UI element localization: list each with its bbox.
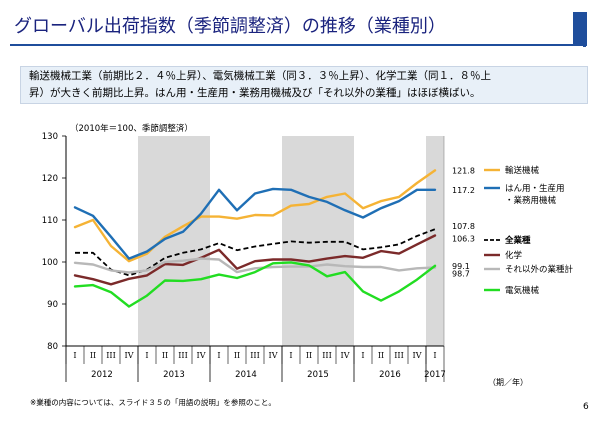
- quarter-label: I: [217, 351, 220, 360]
- y-tick-label: 80: [47, 342, 58, 352]
- quarter-label: II: [162, 351, 168, 360]
- end-label-電気機械: 99.1: [452, 262, 470, 271]
- legend-label: 化学: [505, 250, 523, 261]
- year-shading: [138, 136, 444, 346]
- quarter-label: II: [234, 351, 240, 360]
- year-label: 2013: [163, 370, 185, 380]
- footnote: ※業種の内容については、スライド３５の「用語の説明」を参照のこと。: [30, 398, 276, 407]
- series-lines: [73, 169, 437, 308]
- x-axis-unit: （期／年）: [488, 377, 528, 387]
- quarter-label: I: [361, 351, 364, 360]
- legend-label: 輸送機械: [505, 165, 540, 176]
- series-line-全業種: [75, 228, 436, 277]
- year-label: 2012: [91, 370, 113, 380]
- quarter-label: II: [378, 351, 384, 360]
- legend-label: はん用・生産用: [505, 183, 565, 194]
- summary-line-1: 輸送機械工業（前期比２．４％上昇）、電気機械工業（同３．３％上昇）、化学工業（同…: [29, 70, 491, 82]
- quarter-label: III: [106, 351, 115, 360]
- end-label-化学: 106.3: [452, 235, 475, 244]
- y-tick-label: 110: [42, 216, 58, 226]
- year-label: 2015: [307, 370, 329, 380]
- series-line-それ以外の業種計: [73, 257, 437, 274]
- year-label: 2017: [424, 370, 446, 380]
- y-tick-label: 120: [42, 174, 58, 184]
- quarter-label: I: [145, 351, 148, 360]
- summary-line-2: 昇）が大きく前期比上昇。はん用・生産用・業務用機械及び「それ以外の業種」はほぼ横…: [29, 87, 481, 99]
- chart-unit-note: （2010年＝100、季節調整済）: [70, 123, 193, 134]
- page-number: 6: [583, 402, 589, 412]
- shade-band-2017: [426, 136, 444, 346]
- end-label-輸送機械: 121.8: [452, 166, 475, 175]
- page-title: グローバル出荷指数（季節調整済）の推移（業種別）: [14, 16, 446, 37]
- end-label-はん用・生産用・業務用機械: 117.2: [452, 186, 475, 195]
- corner-decoration-dot: [583, 44, 586, 47]
- year-label: 2014: [235, 370, 257, 380]
- quarter-label: I: [73, 351, 76, 360]
- series-line-化学: [73, 234, 437, 286]
- corner-decoration: [573, 12, 587, 46]
- y-tick-label: 100: [42, 258, 58, 268]
- legend-label: それ以外の業種計: [505, 264, 574, 275]
- quarter-label: IV: [269, 351, 278, 360]
- series-line-輸送機械: [73, 169, 437, 263]
- title-underline: [10, 44, 582, 46]
- y-tick-label: 130: [42, 132, 58, 142]
- quarter-label: II: [306, 351, 312, 360]
- quarter-label: II: [90, 351, 96, 360]
- quarter-label: IV: [125, 351, 134, 360]
- quarter-label: IV: [413, 351, 422, 360]
- shade-band-2013: [138, 136, 210, 346]
- end-label-それ以外の業種計: 98.7: [452, 269, 470, 278]
- summary-box: 輸送機械工業（前期比２．４％上昇）、電気機械工業（同３．３％上昇）、化学工業（同…: [20, 66, 588, 104]
- legend-label: ・業務用機械: [505, 195, 557, 206]
- legend-label: 電気機械: [505, 285, 540, 296]
- series-line-はん用・生産用・業務用機械: [73, 187, 437, 260]
- quarter-label: IV: [197, 351, 206, 360]
- end-labels: 121.8 117.2 107.8 106.3 98.799.1: [452, 166, 475, 278]
- year-label: 2016: [379, 370, 401, 380]
- y-tick-label: 90: [47, 300, 58, 310]
- quarter-label: III: [394, 351, 403, 360]
- quarter-label: III: [178, 351, 187, 360]
- quarter-label: III: [250, 351, 259, 360]
- series-line-電気機械: [73, 261, 437, 308]
- end-label-全業種: 107.8: [452, 222, 475, 231]
- quarter-label: III: [322, 351, 331, 360]
- quarter-label: I: [433, 351, 436, 360]
- quarter-label: IV: [341, 351, 350, 360]
- legend-label: 全業種: [504, 235, 531, 246]
- quarter-label: I: [289, 351, 292, 360]
